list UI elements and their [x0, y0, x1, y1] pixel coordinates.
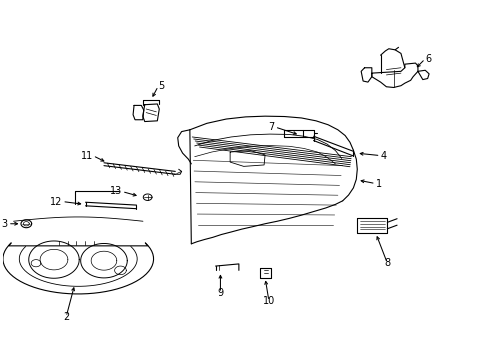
Text: 1: 1: [375, 179, 381, 189]
Text: 2: 2: [63, 312, 69, 322]
Text: 11: 11: [81, 150, 93, 161]
Text: 10: 10: [262, 296, 275, 306]
Text: 3: 3: [2, 219, 8, 229]
Text: 9: 9: [217, 288, 223, 298]
Text: 8: 8: [384, 258, 389, 268]
Text: 5: 5: [158, 81, 164, 91]
Text: 7: 7: [268, 122, 274, 132]
Text: 12: 12: [50, 197, 62, 207]
Text: 6: 6: [425, 54, 430, 64]
Text: 13: 13: [109, 186, 122, 197]
Text: 4: 4: [380, 150, 386, 161]
